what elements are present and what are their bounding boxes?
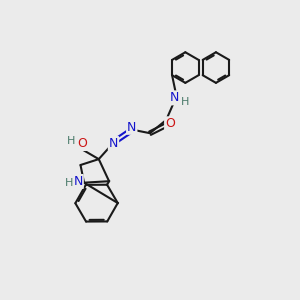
Text: N: N — [127, 121, 136, 134]
Text: N: N — [109, 137, 118, 150]
Text: H: H — [67, 136, 75, 146]
Text: H: H — [181, 97, 189, 107]
Text: H: H — [64, 178, 73, 188]
Text: O: O — [165, 117, 175, 130]
Text: N: N — [74, 175, 83, 188]
Text: N: N — [169, 92, 179, 104]
Text: O: O — [77, 137, 87, 150]
